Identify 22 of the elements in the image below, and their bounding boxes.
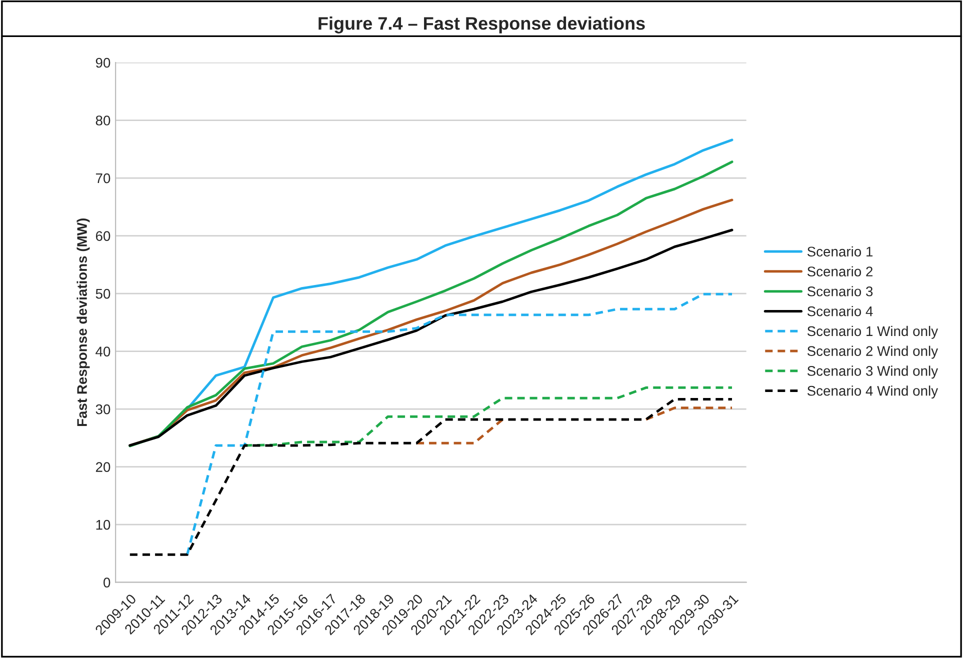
legend-label: Scenario 1 Wind only [807, 326, 938, 339]
legend-label: Scenario 3 [807, 286, 873, 296]
legend-label: Scenario 3 Wind only [807, 366, 938, 379]
y-axis-title: Fast Response deviations (MW) [76, 218, 90, 426]
legend-label: Scenario 1 [807, 246, 873, 257]
y-tick-label: 50 [96, 288, 110, 299]
y-tick-label: 10 [96, 520, 110, 530]
y-tick-label: 20 [96, 462, 110, 472]
y-tick-label: 60 [96, 231, 110, 241]
legend-label: Scenario 4 [807, 306, 873, 316]
chart-title: Figure 7.4 – Fast Response deviations [318, 16, 645, 34]
y-tick-label: 90 [96, 58, 110, 68]
y-tick-label: 70 [96, 173, 110, 184]
y-tick-label: 30 [96, 404, 110, 414]
line-series [186, 292, 734, 556]
y-tick-label: 0 [104, 578, 110, 588]
y-tick-label: 40 [96, 346, 110, 356]
legend-label: Scenario 2 [807, 266, 872, 276]
line-series [128, 398, 734, 556]
legend-label: Scenario 2 Wind only [807, 346, 938, 359]
y-tick-label: 80 [96, 116, 110, 126]
legend-label: Scenario 4 Wind only [807, 386, 938, 399]
